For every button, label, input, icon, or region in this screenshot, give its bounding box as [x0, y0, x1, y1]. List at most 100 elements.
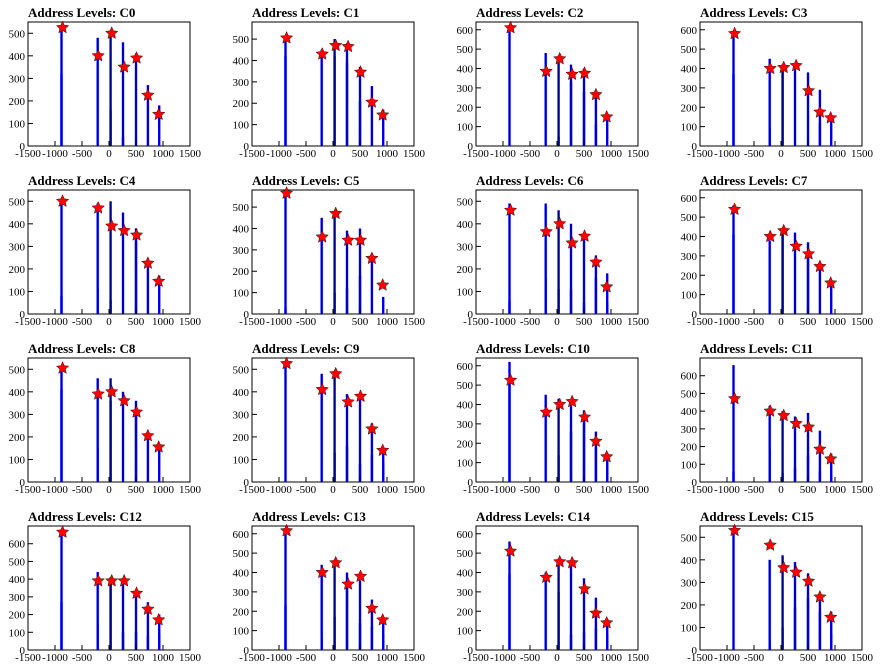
x-tick-label: 500 — [128, 316, 145, 328]
y-tick-label: 0 — [244, 645, 250, 657]
y-tick-label: 400 — [457, 568, 474, 580]
y-tick-label: 400 — [9, 219, 26, 231]
star-marker — [341, 233, 355, 246]
y-tick-label: 500 — [9, 196, 26, 208]
x-tick-label: -1000 — [714, 652, 740, 664]
y-tick-label: 400 — [9, 387, 26, 399]
y-tick-label: 100 — [233, 288, 250, 300]
x-tick-label: -1500 — [15, 652, 41, 664]
y-tick-label: 600 — [681, 25, 698, 37]
y-tick-label: 400 — [457, 400, 474, 412]
plot-frame — [251, 189, 415, 315]
x-tick-label: 1500 — [179, 148, 202, 160]
star-marker — [117, 393, 131, 407]
y-tick-label: 100 — [681, 290, 698, 302]
star-marker — [553, 554, 567, 568]
y-tick-label: 500 — [9, 28, 26, 40]
y-tick-label: 100 — [233, 120, 250, 132]
y-tick-label: 500 — [681, 532, 698, 544]
y-tick-label: 400 — [457, 219, 474, 231]
y-tick-label: 600 — [457, 361, 474, 373]
x-tick-label: 1000 — [376, 484, 399, 496]
y-tick-label: 500 — [457, 380, 474, 392]
y-tick-label: 300 — [9, 241, 26, 253]
x-tick-label: 0 — [778, 316, 784, 328]
x-tick-label: 0 — [554, 484, 560, 496]
star-marker — [55, 194, 70, 207]
y-tick-label: 0 — [468, 477, 474, 489]
y-tick-label: 200 — [457, 102, 474, 114]
star-marker — [539, 570, 553, 584]
x-tick-label: 0 — [330, 652, 336, 664]
x-tick-label: 500 — [576, 148, 593, 160]
star-marker — [129, 228, 144, 241]
x-tick-label: 500 — [800, 316, 817, 328]
y-tick-label: 300 — [9, 409, 26, 421]
star-marker — [315, 382, 329, 396]
chart-title: Address Levels: C13 — [252, 509, 366, 524]
star-marker — [341, 39, 355, 53]
x-tick-label: 0 — [106, 652, 112, 664]
chart-panel: Address Levels: C11 0 100 200 300 400 500 600 -1… — [672, 336, 896, 504]
star-marker — [789, 565, 803, 578]
x-tick-label: -500 — [744, 484, 765, 496]
chart-svg: 0 100 200 300 400 500 -1500 -1000 -500 0 500 1000 15… — [681, 523, 874, 664]
y-tick-label: 400 — [681, 232, 698, 244]
star-marker — [315, 565, 329, 579]
y-tick-label: 500 — [457, 548, 474, 560]
x-tick-label: 500 — [800, 148, 817, 160]
y-tick-label: 100 — [681, 459, 698, 471]
star-marker — [91, 387, 105, 400]
star-marker — [801, 246, 816, 260]
y-tick-label: 100 — [457, 626, 474, 638]
y-tick-label: 600 — [457, 529, 474, 541]
x-tick-label: -500 — [520, 652, 541, 664]
star-marker — [141, 256, 155, 269]
x-tick-label: -1500 — [687, 316, 713, 328]
x-tick-label: 1500 — [851, 316, 874, 328]
star-marker — [329, 38, 343, 52]
x-tick-label: 500 — [800, 652, 817, 664]
x-tick-label: 1000 — [152, 484, 175, 496]
x-tick-label: -1500 — [15, 484, 41, 496]
x-tick-label: 0 — [330, 148, 336, 160]
y-tick-label: 300 — [681, 424, 698, 436]
x-tick-label: -1000 — [714, 148, 740, 160]
star-marker — [801, 420, 816, 433]
x-tick-label: -1000 — [490, 148, 516, 160]
x-tick-label: 1000 — [376, 316, 399, 328]
y-tick-label: 0 — [468, 141, 474, 153]
star-marker — [727, 523, 742, 537]
star-marker — [353, 569, 368, 583]
star-marker — [152, 440, 166, 453]
x-tick-label: 1000 — [824, 148, 847, 160]
x-tick-label: 500 — [576, 652, 593, 664]
chart-title: Address Levels: C10 — [476, 341, 590, 356]
y-tick-label: 100 — [9, 627, 26, 639]
x-tick-label: -1000 — [42, 484, 68, 496]
chart-svg: 0 100 200 300 400 500 600 -1500 -1000 -500 0 500 100… — [233, 523, 426, 664]
x-tick-label: -500 — [296, 148, 317, 160]
plot-frame — [27, 189, 191, 315]
y-tick-label: 500 — [233, 548, 250, 560]
star-marker — [376, 278, 390, 291]
y-tick-label: 500 — [233, 202, 250, 214]
chart-panel: Address Levels: C4 0 100 200 300 400 500 -1500-… — [0, 168, 224, 336]
y-tick-label: 300 — [9, 592, 26, 604]
plot-frame — [27, 357, 191, 483]
x-tick-label: 1500 — [851, 484, 874, 496]
star-marker — [824, 275, 838, 289]
chart-panel: Address Levels: C3 0 100 200 300 400 500 600 -15… — [672, 0, 896, 168]
star-marker — [353, 233, 368, 246]
star-marker — [589, 434, 603, 448]
x-tick-label: 1500 — [851, 652, 874, 664]
chart-title: Address Levels: C12 — [28, 509, 142, 524]
star-marker — [105, 219, 119, 232]
y-tick-label: 100 — [233, 626, 250, 638]
star-marker — [91, 201, 105, 214]
chart-svg: 0 100 200 300 400 500 600 -1500 -1000 -500 0 500 100… — [681, 21, 874, 160]
chart-title: Address Levels: C6 — [476, 173, 584, 188]
x-tick-label: 1000 — [824, 484, 847, 496]
x-tick-label: 0 — [330, 484, 336, 496]
star-marker — [353, 389, 368, 403]
